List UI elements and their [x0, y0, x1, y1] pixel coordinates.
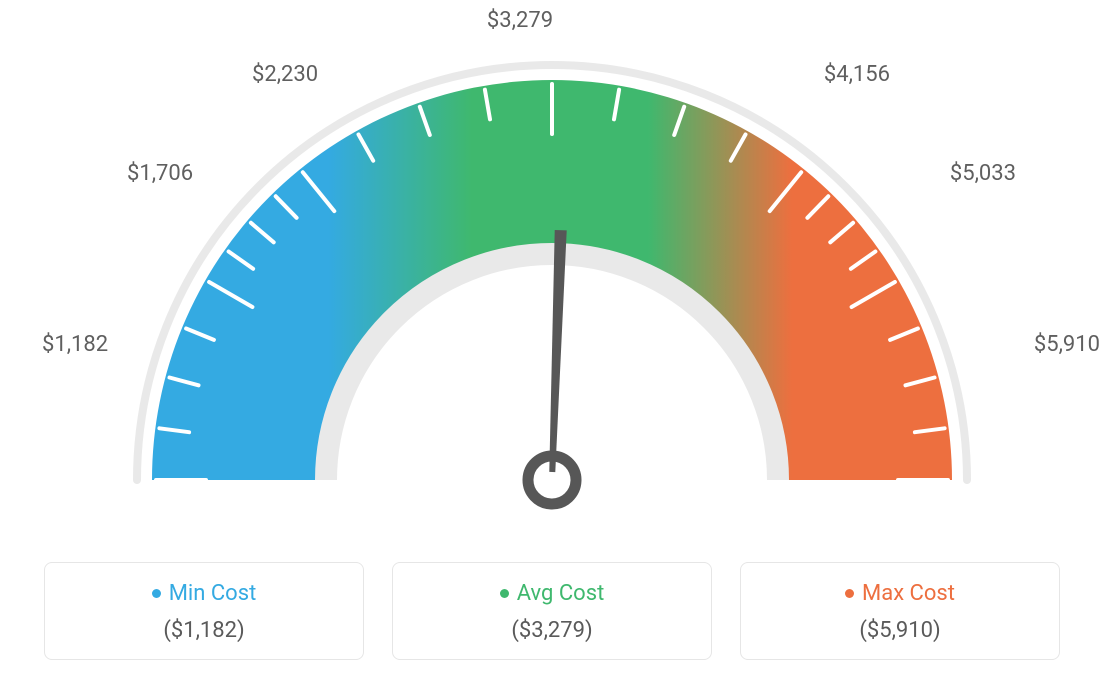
gauge-svg	[52, 20, 1052, 540]
dot-icon	[500, 589, 509, 598]
legend-label-min: Min Cost	[169, 581, 257, 606]
cost-gauge-widget: $1,182 $1,706 $2,230 $3,279 $4,156 $5,03…	[0, 0, 1104, 690]
legend-title-avg: Avg Cost	[500, 581, 605, 606]
gauge-area: $1,182 $1,706 $2,230 $3,279 $4,156 $5,03…	[0, 0, 1104, 540]
legend-card-max: Max Cost ($5,910)	[740, 562, 1060, 660]
tick-label-5: $5,033	[950, 161, 1016, 186]
legend-row: Min Cost ($1,182) Avg Cost ($3,279) Max …	[40, 562, 1064, 660]
legend-value-min: ($1,182)	[55, 618, 353, 643]
tick-label-3: $3,279	[487, 8, 553, 33]
legend-label-max: Max Cost	[862, 581, 955, 606]
legend-title-min: Min Cost	[152, 581, 257, 606]
legend-label-avg: Avg Cost	[517, 581, 605, 606]
tick-label-2: $2,230	[252, 62, 318, 87]
legend-value-max: ($5,910)	[751, 618, 1049, 643]
gauge-needle	[527, 229, 585, 505]
legend-value-avg: ($3,279)	[403, 618, 701, 643]
legend-title-max: Max Cost	[845, 581, 955, 606]
tick-label-6: $5,910	[1034, 332, 1100, 357]
tick-label-4: $4,156	[824, 62, 890, 87]
legend-card-avg: Avg Cost ($3,279)	[392, 562, 712, 660]
dot-icon	[152, 589, 161, 598]
tick-label-1: $1,706	[127, 161, 193, 186]
legend-card-min: Min Cost ($1,182)	[44, 562, 364, 660]
tick-label-0: $1,182	[42, 332, 108, 357]
dot-icon	[845, 589, 854, 598]
